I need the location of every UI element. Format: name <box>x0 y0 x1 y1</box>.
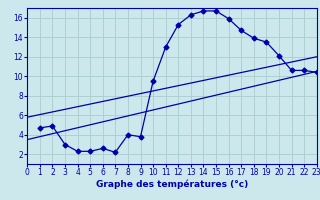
X-axis label: Graphe des températures (°c): Graphe des températures (°c) <box>96 180 248 189</box>
